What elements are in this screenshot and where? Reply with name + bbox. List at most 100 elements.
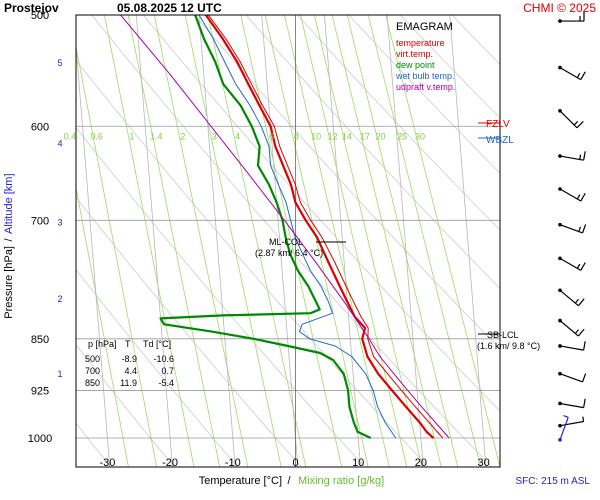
table-row-700-t: 4.4 [124, 366, 137, 376]
dry-adiabat [91, 15, 493, 467]
isotherm [323, 15, 361, 467]
table-header-t: T [125, 339, 131, 349]
x-axis-title-mix: Mixing ratio [g/kg] [298, 475, 384, 487]
mixing-ratio-line [331, 15, 442, 467]
temperature-tick-label: -30 [99, 457, 115, 469]
isotherm [198, 15, 236, 467]
temperature-tick-label: -10 [225, 457, 241, 469]
isotherm [511, 0, 549, 468]
ml-col-label: ML-COL [269, 237, 303, 247]
mixing-ratio-label: 30 [415, 131, 425, 141]
wind-barb [558, 151, 586, 161]
legend-temperature: temperature [396, 38, 445, 48]
mixing-ratio-line [314, 15, 423, 467]
mixing-ratio-label: 2 [180, 131, 185, 141]
wind-barb [558, 187, 586, 202]
legend-title: EMAGRAM [396, 21, 453, 33]
mixing-ratio-line [207, 15, 307, 467]
y-axis-title-altitude: Altitude [km] [3, 173, 15, 234]
temperature-tick-label: 10 [352, 457, 364, 469]
altitude-tick-label: 5 [57, 58, 62, 68]
table-row-500-td: -10.6 [153, 354, 174, 364]
table-row-700-p: 700 [85, 366, 100, 376]
mixing-ratio-line [184, 15, 282, 467]
mixing-ratio-label: 6 [269, 131, 274, 141]
copyright: CHMI © 2025 [523, 1, 596, 15]
mixing-ratio-label: 17 [360, 131, 370, 141]
pressure-tick-label: 1000 [28, 433, 52, 445]
dry-adiabat [76, 59, 429, 467]
legend-updraft: udpraft v.temp. [396, 82, 455, 92]
legend-virt-temp: virt.temp. [396, 49, 433, 59]
y-axis-title-pressure: Pressure [hPa] [3, 246, 15, 319]
mixing-ratio-line [284, 15, 390, 467]
mixing-ratio-label: 25 [397, 131, 407, 141]
temperature-tick-label: 0 [292, 457, 298, 469]
plot-frame [75, 14, 501, 468]
mixing-ratio-line [367, 15, 482, 467]
altitude-tick-label: 3 [57, 217, 62, 227]
ml-col-value: (2.87 km/ 6.4 °C) [255, 248, 323, 258]
fzlv-label: FZLV [486, 119, 510, 130]
dry-adiabat [399, 15, 500, 119]
wind-barb [558, 109, 584, 129]
pressure-tick-label: 700 [31, 215, 49, 227]
pressure-tick-label: 500 [31, 10, 49, 22]
isotherm [573, 0, 600, 468]
dry-adiabat [76, 344, 175, 467]
dry-adiabat [76, 127, 366, 467]
wind-barb [558, 371, 587, 383]
mixing-ratio-line [104, 15, 195, 467]
wind-barb [558, 222, 587, 234]
mixing-ratio-label: 0.6 [90, 131, 103, 141]
wind-barb [558, 398, 586, 409]
pressure-tick-label: 925 [31, 385, 49, 397]
dry-adiabat [245, 15, 500, 290]
sounding-datetime: 05.08.2025 12 UTC [117, 1, 222, 15]
isotherm [386, 15, 424, 467]
mixing-ratio-line [76, 185, 129, 467]
mixing-ratio-label: 20 [375, 131, 385, 141]
table-row-500-p: 500 [85, 354, 100, 364]
sb-lcl-label: SB-LCL [487, 330, 519, 340]
wind-barb [558, 256, 586, 271]
mixing-ratio-label: 8 [294, 131, 299, 141]
mixing-ratio-line [346, 15, 459, 467]
wind-barb [558, 416, 585, 428]
isotherm [135, 15, 173, 467]
series-virt-temp [207, 15, 444, 439]
altitude-tick-label: 1 [57, 369, 62, 379]
temperature-tick-label: 20 [415, 457, 427, 469]
mixing-ratio-label: 4 [235, 131, 240, 141]
table-header-p: p [hPa] [88, 339, 117, 349]
table-row-700-td: 0.7 [161, 366, 174, 376]
isotherm [76, 40, 111, 467]
wind-barb [558, 415, 569, 442]
pressure-tick-label: 850 [31, 334, 49, 346]
mixing-ratio-label: 3 [212, 131, 217, 141]
wind-barb [558, 318, 585, 337]
isotherm [449, 15, 487, 467]
wbzl-label: WBZL [486, 135, 514, 146]
dry-adiabat [580, 0, 600, 468]
wind-barb [558, 288, 585, 307]
mixing-ratio-line [385, 15, 500, 467]
series-wet-bulb-temp [198, 15, 397, 439]
mixing-ratio-line [300, 15, 408, 467]
level-table: p [hPa] T Td [°C] 500 -8.9 -10.6 700 4.4… [85, 339, 174, 388]
table-row-850-p: 850 [85, 378, 100, 388]
wind-barb [558, 341, 586, 351]
wind-barb [558, 65, 586, 81]
mixing-ratio-label: 1.4 [150, 131, 163, 141]
mixing-ratio-line [76, 44, 158, 467]
series-temperature [205, 15, 435, 439]
dry-adiabat [142, 15, 500, 412]
plot-background [76, 15, 500, 467]
altitude-tick-label: 2 [57, 294, 62, 304]
x-axis-title-temp: Temperature [°C] [199, 475, 282, 487]
station-name: Prostejov [4, 1, 59, 15]
table-row-500-t: -8.9 [121, 354, 137, 364]
wind-barbs [558, 12, 587, 442]
